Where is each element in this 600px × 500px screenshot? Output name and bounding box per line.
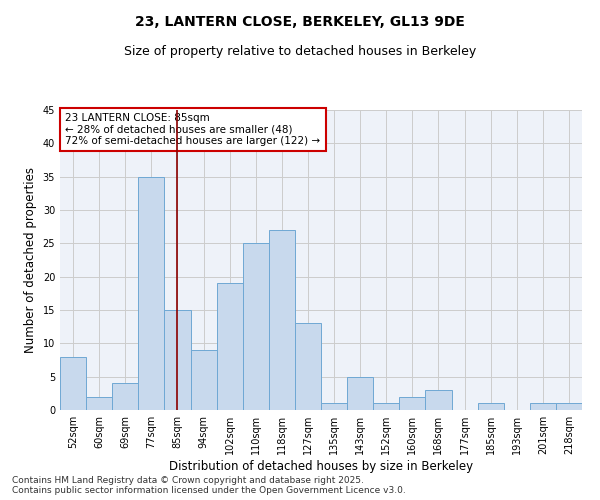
Bar	[60, 356, 86, 410]
X-axis label: Distribution of detached houses by size in Berkeley: Distribution of detached houses by size …	[169, 460, 473, 473]
Bar	[373, 404, 400, 410]
Bar	[295, 324, 321, 410]
Text: Contains HM Land Registry data © Crown copyright and database right 2025.
Contai: Contains HM Land Registry data © Crown c…	[12, 476, 406, 495]
Bar	[478, 404, 504, 410]
Text: 23, LANTERN CLOSE, BERKELEY, GL13 9DE: 23, LANTERN CLOSE, BERKELEY, GL13 9DE	[135, 15, 465, 29]
Bar	[269, 230, 295, 410]
Bar	[112, 384, 139, 410]
Bar	[139, 176, 164, 410]
Bar	[530, 404, 556, 410]
Bar	[425, 390, 452, 410]
Bar	[217, 284, 243, 410]
Bar	[556, 404, 582, 410]
Y-axis label: Number of detached properties: Number of detached properties	[24, 167, 37, 353]
Bar	[191, 350, 217, 410]
Bar	[321, 404, 347, 410]
Bar	[400, 396, 425, 410]
Bar	[164, 310, 191, 410]
Bar	[242, 244, 269, 410]
Bar	[347, 376, 373, 410]
Text: Size of property relative to detached houses in Berkeley: Size of property relative to detached ho…	[124, 45, 476, 58]
Bar	[86, 396, 112, 410]
Text: 23 LANTERN CLOSE: 85sqm
← 28% of detached houses are smaller (48)
72% of semi-de: 23 LANTERN CLOSE: 85sqm ← 28% of detache…	[65, 113, 320, 146]
